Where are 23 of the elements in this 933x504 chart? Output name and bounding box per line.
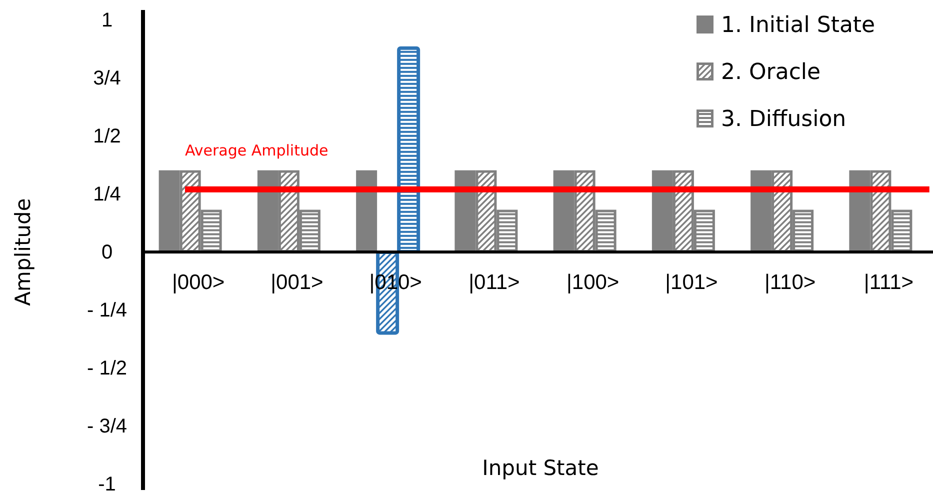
ref-line-label: Average Amplitude — [185, 141, 328, 160]
legend-label: 3. Diffusion — [721, 107, 846, 132]
y-tick-label: -1 — [98, 473, 116, 496]
y-tick-label: 1/2 — [93, 125, 121, 148]
y-tick-label: 1/4 — [93, 183, 121, 206]
y-tick-label: - 1/4 — [86, 299, 128, 322]
x-axis-title: Input State — [482, 456, 599, 480]
y-tick-label: 1 — [101, 9, 113, 32]
y-axis-title: Amplitude — [11, 198, 35, 306]
y-tick-label: 0 — [101, 241, 113, 264]
y-tick-label: 3/4 — [93, 67, 121, 90]
legend-label: 1. Initial State — [721, 13, 876, 38]
y-tick-label: - 3/4 — [86, 415, 128, 438]
x-tick-label: |110> — [764, 270, 816, 294]
x-tick-label: |011> — [468, 270, 520, 294]
x-tick-label: |101> — [665, 270, 718, 294]
x-tick-label: |100> — [566, 270, 620, 294]
x-tick-label: |000> — [172, 270, 225, 294]
x-tick-label: |001> — [270, 270, 324, 294]
y-tick-label: - 1/2 — [86, 357, 128, 380]
x-tick-label: |111> — [864, 270, 914, 294]
bar — [356, 170, 378, 252]
legend-label: 2. Oracle — [721, 60, 821, 85]
